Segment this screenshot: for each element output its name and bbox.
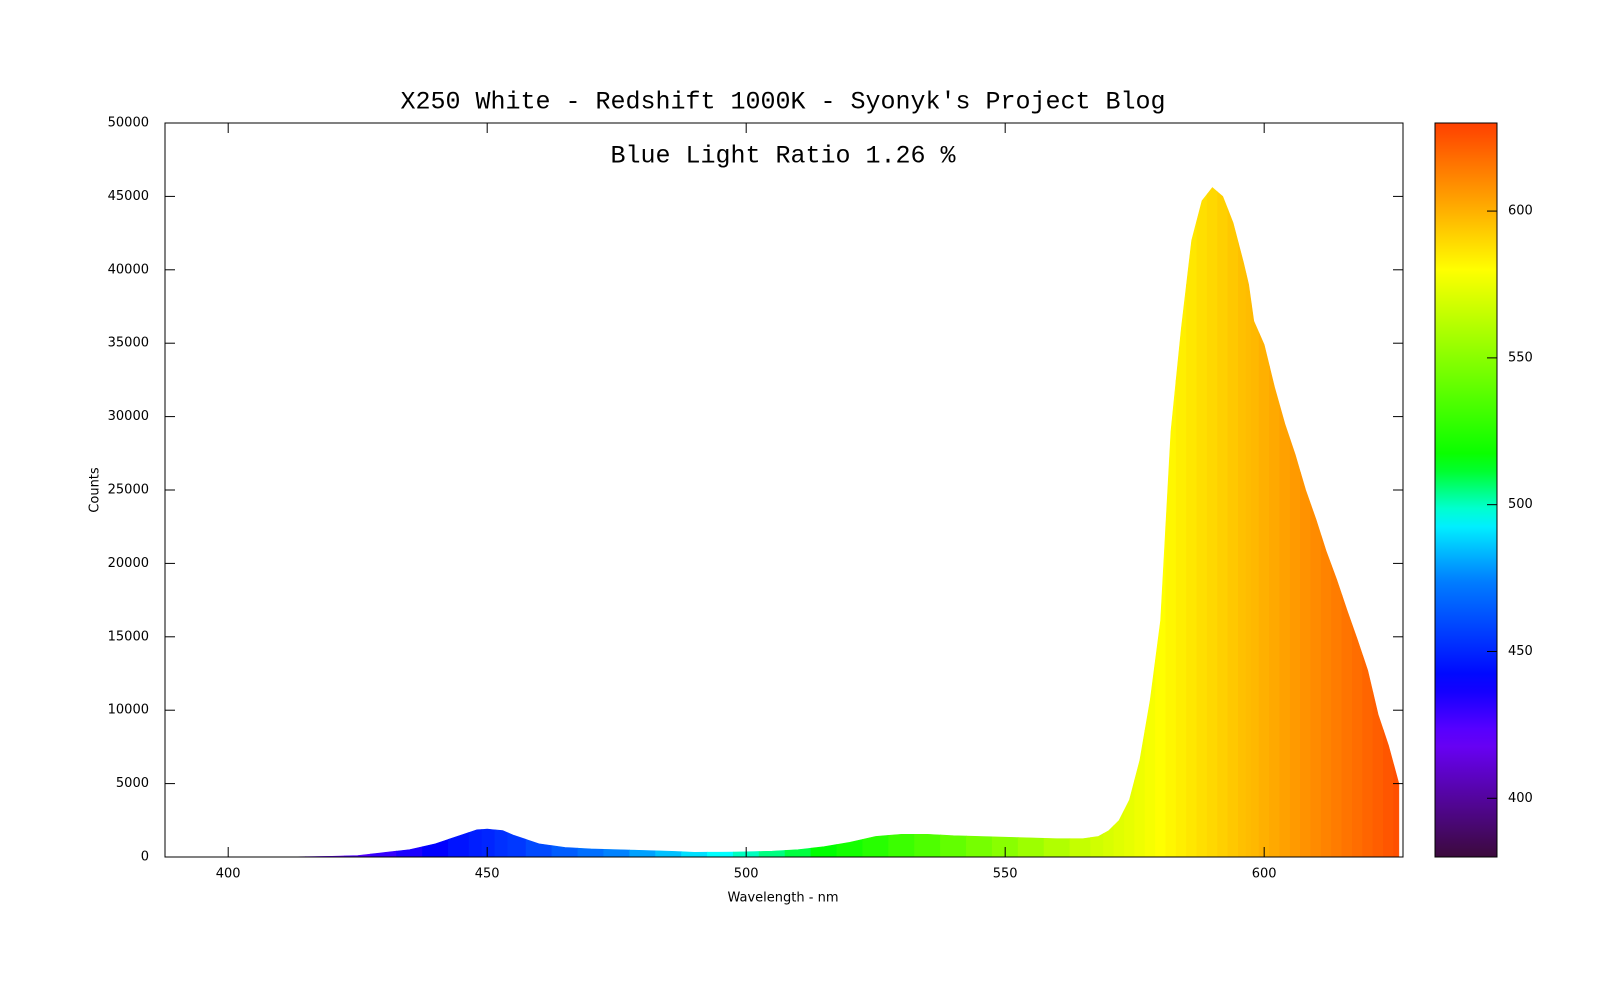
y-tick-label: 35000	[108, 336, 149, 351]
spectrum-segment	[1196, 193, 1208, 858]
spectrum-segment	[1155, 525, 1167, 858]
spectrum-segment	[396, 846, 423, 858]
spectrum-segment	[810, 844, 838, 858]
spectrum-segment	[914, 833, 941, 858]
spectrum-segment	[370, 850, 397, 858]
spectrum-segment	[1300, 472, 1312, 858]
y-tick-label: 5000	[116, 776, 149, 791]
spectrum	[166, 187, 1400, 858]
spectrum-segment	[784, 847, 812, 858]
spectrum-segment	[1393, 764, 1400, 858]
y-tick-label: 45000	[108, 189, 149, 204]
spectrum-segment	[1227, 209, 1239, 858]
spectrum-segment	[1206, 187, 1218, 858]
spectrum-segment	[1144, 660, 1156, 858]
y-tick-label: 15000	[108, 629, 149, 644]
spectrum-segment	[1113, 809, 1125, 858]
x-tick-label: 600	[1252, 867, 1277, 882]
spectrum-segment	[1310, 504, 1322, 858]
spectrum-segment	[603, 848, 630, 858]
spectrum-segment	[758, 850, 786, 858]
y-tick-label: 30000	[108, 409, 149, 424]
spectrum-segment	[448, 831, 470, 858]
spectrum-segment	[1165, 379, 1177, 858]
colorbar-tick-label: 400	[1508, 791, 1533, 806]
spectrum-segment	[577, 847, 605, 858]
spectrum-segment	[1186, 220, 1198, 858]
spectrum-segment	[1069, 837, 1091, 858]
spectrum-segment	[1269, 365, 1281, 858]
spectrum-segment	[1175, 284, 1187, 858]
colorbar-tick-label: 450	[1508, 644, 1533, 659]
colorbar	[1434, 122, 1498, 858]
spectrum-segment	[1331, 565, 1343, 858]
spectrum-segment	[422, 838, 449, 858]
y-tick-label: 20000	[108, 556, 149, 571]
y-tick-label: 25000	[108, 483, 149, 498]
colorbar-tick-label: 550	[1508, 350, 1533, 365]
spectrum-segment	[681, 851, 708, 858]
spectrum-segment	[1090, 832, 1104, 858]
spectrum-segment	[1341, 594, 1353, 858]
spectrum-segment	[1351, 624, 1363, 858]
x-tick-label: 550	[993, 867, 1018, 882]
spectrum-segment	[1362, 655, 1374, 858]
chart-title: X250 White - Redshift 1000K - Syonyk's P…	[400, 88, 1165, 117]
spectrum-segment	[551, 845, 579, 858]
spectrum-segment	[1320, 535, 1332, 858]
y-tick-label: 10000	[108, 703, 149, 718]
spectrum-segment	[888, 833, 915, 858]
spectrum-segment	[1237, 242, 1247, 858]
spectrum-segment	[507, 832, 527, 858]
spectrum-segment	[940, 834, 967, 858]
spectrum-segment	[494, 829, 509, 858]
y-tick-label: 50000	[108, 116, 149, 131]
spectrum-segment	[655, 850, 682, 858]
spectrum-segment	[966, 835, 993, 858]
x-tick-label: 500	[734, 867, 759, 882]
spectrum-segment	[629, 849, 656, 858]
annotation: Blue Light Ratio 1.26 %	[610, 142, 956, 171]
spectrum-segment	[1383, 729, 1394, 858]
spectrum-segment	[1372, 692, 1384, 858]
spectrum-segment	[1289, 439, 1301, 858]
spectrum-segment	[707, 851, 734, 858]
spectrum-segment	[1103, 824, 1115, 858]
spectrum-segment	[1017, 837, 1045, 858]
spectrum-segment	[1217, 191, 1229, 858]
spectrum-segment	[468, 829, 483, 858]
spectrum-segment	[481, 828, 496, 858]
spectrum-segment	[1043, 837, 1071, 858]
y-axis-label: Counts	[88, 467, 103, 513]
x-tick-label: 400	[216, 867, 241, 882]
x-tick-label: 450	[475, 867, 500, 882]
spectrum-segment	[1124, 779, 1135, 858]
x-axis-label: Wavelength - nm	[728, 891, 839, 906]
y-tick-label: 0	[141, 850, 149, 865]
spectrum-segment	[836, 839, 864, 858]
spectrum-segment	[525, 838, 553, 858]
spectrum-segment	[1245, 273, 1252, 858]
spectrum-segment	[1134, 729, 1146, 858]
spectrum-segment	[1258, 332, 1270, 858]
spectrum-segment	[1279, 405, 1291, 858]
spectrum-segment	[862, 835, 889, 858]
colorbar-tick-label: 500	[1508, 497, 1533, 512]
colorbar-tick-label: 600	[1508, 204, 1533, 219]
y-tick-label: 40000	[108, 262, 149, 277]
spectrum-segment	[1250, 302, 1260, 858]
